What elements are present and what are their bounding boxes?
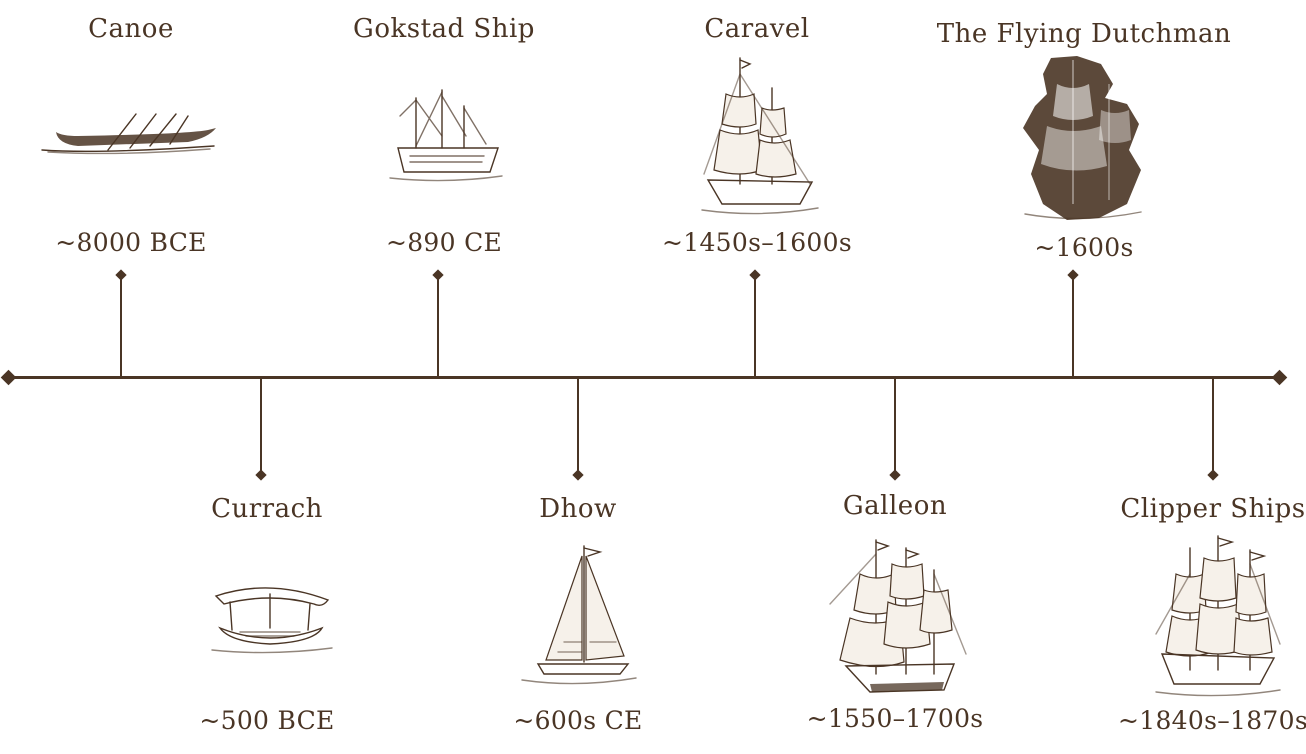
caravel-connector — [754, 277, 756, 377]
clipper-title: Clipper Ships — [1120, 494, 1306, 524]
currach-illustration-icon — [210, 574, 334, 662]
caravel-date: ~1450s–1600s — [662, 228, 852, 257]
dhow-connector — [577, 378, 579, 475]
gokstad-connector-dot — [432, 269, 444, 281]
timeline-end-marker — [1271, 369, 1288, 386]
canoe-connector — [120, 277, 122, 377]
canoe-date: ~8000 BCE — [55, 228, 207, 257]
canoe-connector-dot — [115, 269, 127, 281]
dhow-title: Dhow — [539, 494, 617, 524]
dhow-illustration-icon — [518, 542, 638, 692]
caravel-connector-dot — [749, 269, 761, 281]
dhow-connector-dot — [572, 469, 584, 481]
gokstad-connector — [437, 277, 439, 377]
currach-title: Currach — [211, 494, 323, 524]
currach-connector-dot — [255, 469, 267, 481]
dhow-date: ~600s CE — [513, 706, 643, 735]
canoe-title: Canoe — [88, 14, 174, 44]
gokstad-title: Gokstad Ship — [353, 14, 535, 44]
galleon-illustration-icon — [826, 534, 970, 702]
currach-date: ~500 BCE — [199, 706, 335, 735]
flying-dutchman-connector — [1072, 277, 1074, 377]
canoe-illustration-icon — [38, 100, 218, 164]
currach-connector — [260, 378, 262, 475]
clipper-ship-illustration-icon — [1154, 534, 1282, 702]
galleon-connector — [894, 378, 896, 475]
clipper-date: ~1840s–1870s — [1118, 706, 1306, 735]
caravel-title: Caravel — [704, 14, 810, 44]
gokstad-ship-illustration-icon — [386, 86, 506, 190]
timeline-start-marker — [0, 369, 17, 386]
clipper-connector — [1212, 378, 1214, 475]
galleon-title: Galleon — [842, 491, 948, 521]
galleon-date: ~1550–1700s — [806, 704, 984, 733]
gokstad-date: ~890 CE — [385, 228, 503, 257]
clipper-connector-dot — [1207, 469, 1219, 481]
flying-dutchman-title: The Flying Dutchman — [936, 19, 1232, 49]
flying-dutchman-date: ~1600s — [1034, 233, 1134, 262]
timeline-axis — [8, 376, 1280, 379]
caravel-illustration-icon — [700, 54, 820, 222]
flying-dutchman-illustration-icon — [1017, 54, 1147, 228]
flying-dutchman-connector-dot — [1067, 269, 1079, 281]
galleon-connector-dot — [889, 469, 901, 481]
